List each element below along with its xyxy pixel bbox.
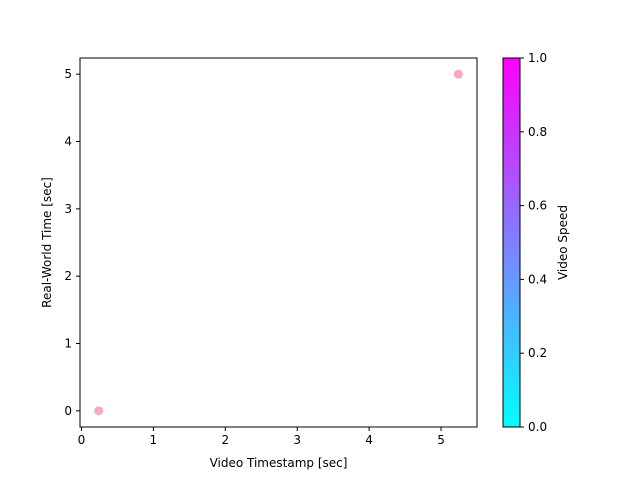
colorbar-tick-label: 0.2: [528, 346, 547, 360]
colorbar-tick-label: 1.0: [528, 51, 547, 65]
y-tick-label: 5: [64, 67, 72, 81]
y-tick-label: 2: [64, 269, 72, 283]
x-axis-label: Video Timestamp [sec]: [210, 456, 348, 470]
x-tick-label: 3: [293, 433, 301, 447]
plot-area: 0 1 2 3 4 5 0 1 2 3 4 5 Video Timestamp [sec] Real…: [40, 57, 478, 470]
x-tick-label: 2: [221, 433, 229, 447]
x-axis-ticks: 0 1 2 3 4 5: [78, 427, 445, 447]
y-axis-ticks: 0 1 2 3 4 5: [64, 67, 80, 418]
x-tick-label: 5: [437, 433, 445, 447]
data-point-1: [453, 69, 463, 79]
x-tick-label: 4: [365, 433, 373, 447]
colorbar: 0.0 0.2 0.4 0.6 0.8 1.0 Video Speed: [502, 51, 570, 434]
data-points: [94, 69, 463, 416]
colorbar-tick-label: 0.6: [528, 199, 547, 213]
x-tick-label: 0: [78, 433, 86, 447]
y-tick-label: 0: [64, 404, 72, 418]
y-tick-label: 3: [64, 202, 72, 216]
data-point-0: [94, 406, 104, 416]
colorbar-tick-label: 0.8: [528, 125, 547, 139]
y-axis-label: Real-World Time [sec]: [40, 177, 54, 308]
x-tick-label: 1: [150, 433, 158, 447]
colorbar-ticks: 0.0 0.2 0.4 0.6 0.8 1.0: [520, 51, 547, 434]
plot-frame: [79, 57, 478, 428]
colorbar-label: Video Speed: [556, 205, 570, 280]
colorbar-tick-label: 0.4: [528, 272, 547, 286]
colorbar-tick-label: 0.0: [528, 420, 547, 434]
colorbar-gradient: [502, 57, 521, 428]
y-tick-label: 1: [64, 337, 72, 351]
y-tick-label: 4: [64, 134, 72, 148]
